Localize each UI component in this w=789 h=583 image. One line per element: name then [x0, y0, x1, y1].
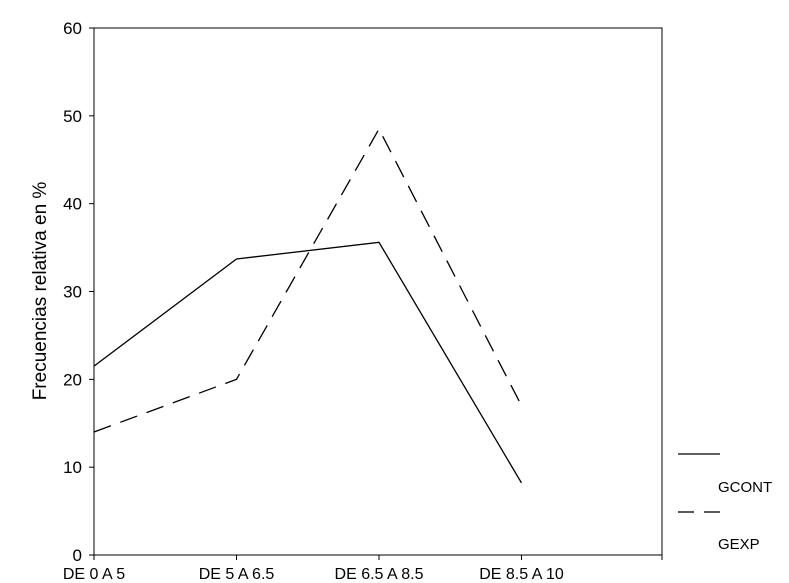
- y-tick-label: 40: [63, 195, 82, 214]
- x-axis: DE 0 A 5 DE 5 A 6.5 DE 6.5 A 8.5 DE 8.5 A 1…: [63, 555, 663, 583]
- y-tick-label: 10: [63, 458, 82, 477]
- y-tick-label: 20: [63, 370, 82, 389]
- legend: GCONT GEXP: [678, 453, 772, 553]
- legend-label-gexp: GEXP: [718, 536, 760, 553]
- plot-frame: [93, 27, 663, 556]
- x-tick-label: DE 0 A 5: [63, 566, 125, 583]
- series-lines: [93, 127, 523, 484]
- y-axis-label: Frecuencias relativa en %: [30, 182, 51, 401]
- y-axis: 0 10 20 30 40 50 60: [63, 19, 94, 565]
- x-tick-label: DE 6.5 A 8.5: [335, 566, 424, 583]
- legend-label-gcont: GCONT: [718, 479, 772, 496]
- y-tick-label: 0: [73, 546, 82, 565]
- x-tick-label: DE 5 A 6.5: [199, 566, 275, 583]
- series-line-gcont: [93, 241, 523, 484]
- y-tick-label: 60: [63, 19, 82, 38]
- y-tick-label: 50: [63, 107, 82, 126]
- x-tick-label: DE 8.5 A 10: [479, 566, 564, 583]
- y-tick-label: 30: [63, 283, 82, 302]
- series-line-gexp: [93, 127, 523, 433]
